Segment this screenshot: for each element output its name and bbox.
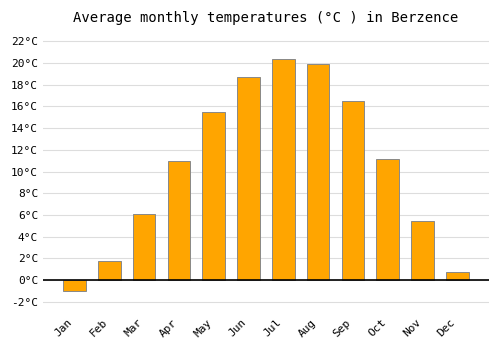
Bar bbox=[202, 112, 225, 280]
Bar bbox=[133, 214, 156, 280]
Bar bbox=[307, 64, 330, 280]
Title: Average monthly temperatures (°C ) in Berzence: Average monthly temperatures (°C ) in Be… bbox=[74, 11, 458, 25]
Bar bbox=[342, 101, 364, 280]
Bar bbox=[411, 222, 434, 280]
Bar bbox=[168, 161, 190, 280]
Bar bbox=[272, 59, 294, 280]
Bar bbox=[63, 280, 86, 291]
Bar bbox=[446, 273, 468, 280]
Bar bbox=[376, 159, 399, 280]
Bar bbox=[98, 260, 120, 280]
Bar bbox=[237, 77, 260, 280]
